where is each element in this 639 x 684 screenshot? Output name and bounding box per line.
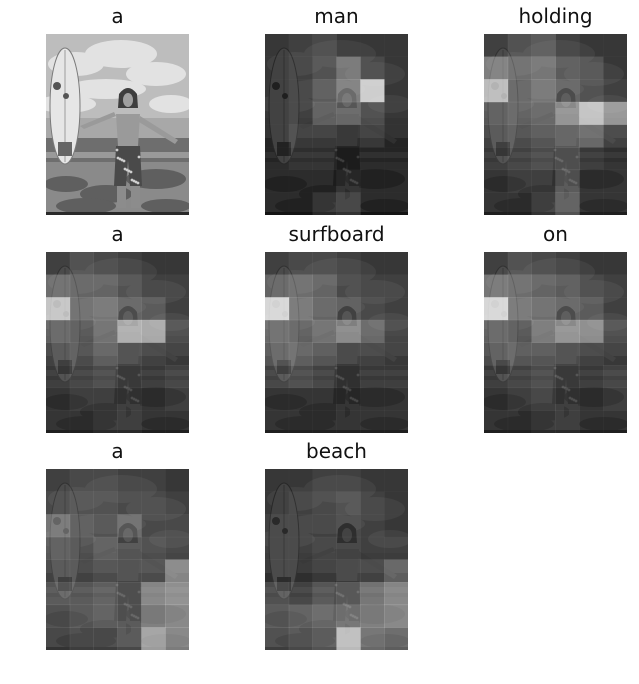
attention-map — [484, 252, 627, 433]
panel-word: holding — [518, 4, 593, 28]
panel-word: beach — [306, 439, 367, 463]
attention-map — [265, 469, 408, 650]
attention-map — [484, 34, 627, 215]
attention-map — [46, 469, 189, 650]
panel-word: a — [111, 439, 124, 463]
panel-word: a — [111, 222, 124, 246]
attention-map — [265, 34, 408, 215]
panel-word: surfboard — [288, 222, 385, 246]
original-photo — [46, 34, 189, 215]
panel-word: on — [543, 222, 568, 246]
attention-map — [265, 252, 408, 433]
attention-map — [46, 252, 189, 433]
panel-word: a — [111, 4, 124, 28]
panel-word: man — [314, 4, 359, 28]
